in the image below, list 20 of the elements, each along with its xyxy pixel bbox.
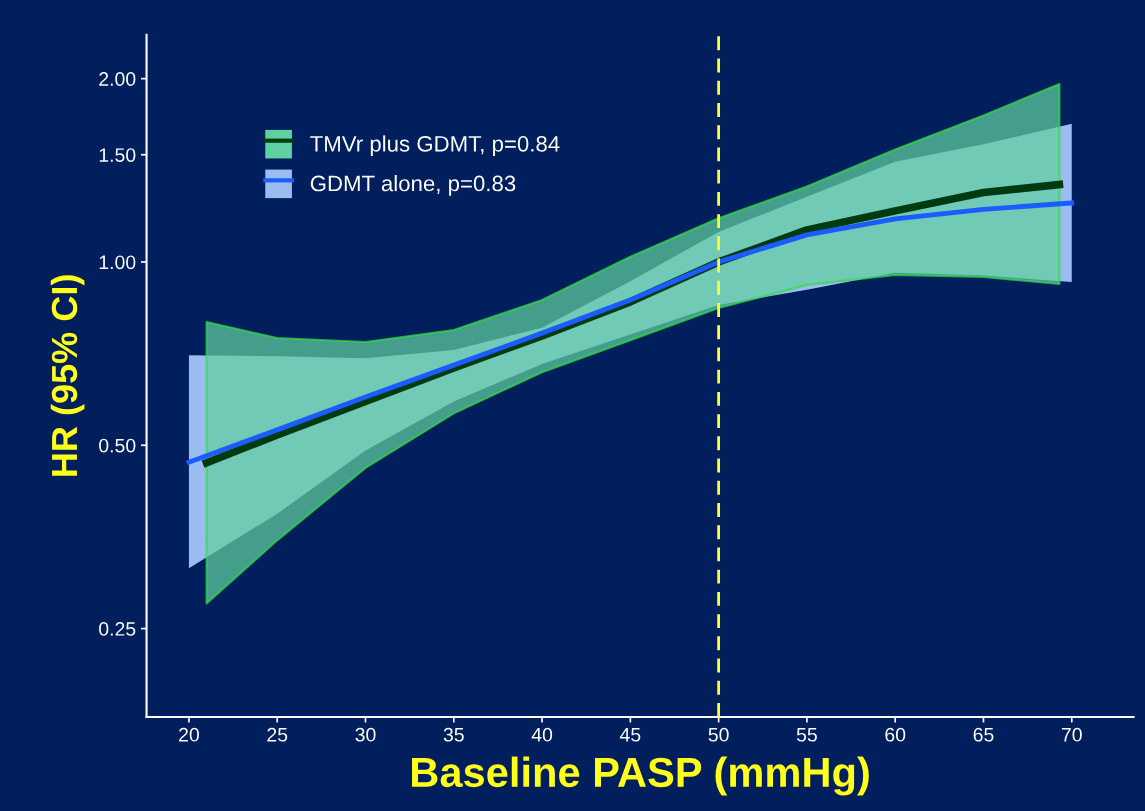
x-tick-label: 60 — [885, 727, 906, 742]
y-tick-label: 0.25 — [99, 622, 136, 636]
legend-label: GDMT alone, p=0.83 — [310, 175, 516, 196]
y-axis-title: HR (95% CI) — [50, 275, 85, 476]
y-tick-label: 2.00 — [99, 72, 136, 86]
y-tick-label: 1.50 — [99, 148, 136, 162]
y-tick-label: 0.50 — [99, 438, 136, 453]
x-axis-title: Baseline PASP (mmHg) — [412, 756, 869, 796]
x-tick-label: 40 — [531, 727, 553, 742]
x-tick-label: 65 — [973, 727, 994, 742]
x-tick-label: 20 — [179, 727, 199, 742]
x-tick-label: 30 — [355, 727, 376, 742]
x-tick-label: 50 — [708, 727, 729, 742]
legend-label: TMVr plus GDMT, p=0.84 — [310, 135, 560, 157]
y-tick-label: 1.00 — [99, 255, 136, 270]
x-tick-label: 70 — [1061, 727, 1082, 742]
x-tick-label: 55 — [796, 728, 817, 742]
x-tick-label: 45 — [619, 728, 641, 742]
x-tick-label: 35 — [443, 727, 464, 742]
x-tick-label: 25 — [267, 727, 288, 742]
